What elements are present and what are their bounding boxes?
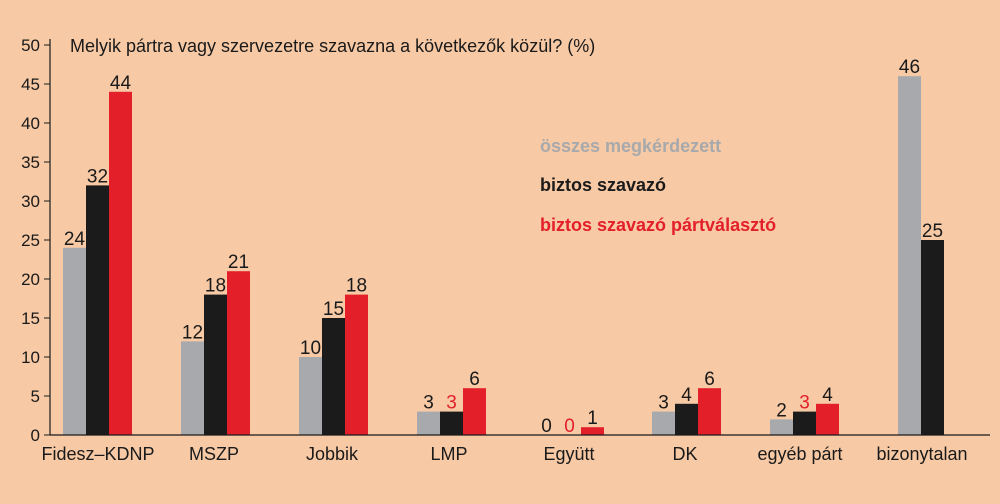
legend-entry: biztos szavazó (540, 175, 666, 195)
bar-LMP-biztos szavazó (440, 411, 463, 435)
y-tick-label: 45 (21, 75, 40, 94)
data-label: 6 (469, 369, 480, 390)
data-label: 2 (776, 400, 787, 421)
data-label: 1 (587, 408, 598, 429)
x-tick-label: LMP (430, 444, 467, 464)
bar-egyéb párt-összes megkérdezett (770, 419, 793, 435)
bar-DK-összes megkérdezett (652, 411, 675, 435)
bar-LMP-biztos szavazó pártválasztó (463, 388, 486, 435)
bar-egyéb párt-biztos szavazó pártválasztó (816, 403, 839, 435)
x-tick-label: Fidesz–KDNP (41, 444, 154, 464)
legend: összes megkérdezett biztos szavazó biztos … (540, 136, 776, 235)
x-tick-label: egyéb párt (757, 444, 842, 464)
data-label: 32 (87, 166, 108, 187)
bar-Fidesz–KDNP-biztos szavazó pártválasztó (109, 91, 132, 436)
bar-Fidesz–KDNP-összes megkérdezett (63, 247, 86, 435)
data-label: 0 (564, 416, 575, 437)
data-label: 3 (658, 393, 669, 414)
bar-egyéb párt-biztos szavazó (793, 411, 816, 435)
x-tick-label: MSZP (189, 444, 239, 464)
bars (63, 76, 944, 436)
y-tick-label: 10 (21, 348, 40, 367)
data-label: 21 (228, 252, 249, 273)
bar-Együtt-biztos szavazó pártválasztó (581, 427, 604, 435)
data-label: 6 (704, 369, 715, 390)
data-label: 15 (323, 299, 344, 320)
data-label: 12 (182, 322, 203, 343)
y-axis: 0 5 10 15 20 25 30 35 40 45 50 (21, 36, 51, 445)
bar-MSZP-biztos szavazó (204, 294, 227, 435)
x-tick-label: Jobbik (306, 444, 359, 464)
data-label: 3 (423, 393, 434, 414)
y-tick-label: 50 (21, 36, 40, 55)
bar-LMP-összes megkérdezett (417, 411, 440, 435)
bar-Fidesz–KDNP-biztos szavazó (86, 185, 109, 435)
bar-MSZP-összes megkérdezett (181, 341, 204, 435)
bar-Jobbik-összes megkérdezett (299, 357, 322, 435)
data-label: 3 (446, 393, 457, 414)
bar-DK-biztos szavazó (675, 403, 698, 435)
data-label: 10 (300, 338, 321, 359)
bar-Jobbik-biztos szavazó pártválasztó (345, 294, 368, 435)
x-tick-label: DK (672, 444, 697, 464)
bar-DK-biztos szavazó pártválasztó (698, 388, 721, 435)
data-label: 25 (922, 221, 943, 242)
y-tick-label: 35 (21, 153, 40, 172)
data-label: 4 (822, 385, 833, 406)
x-tick-label: Együtt (543, 444, 594, 464)
y-tick-label: 40 (21, 114, 40, 133)
x-axis: Fidesz–KDNP MSZP Jobbik LMP Együtt DK egyéb pá… (41, 434, 990, 464)
data-label: 46 (899, 57, 920, 78)
data-label: 18 (346, 276, 367, 297)
data-label: 18 (205, 276, 226, 297)
bar-bizonytalan-biztos szavazó (921, 240, 944, 435)
bar-MSZP-biztos szavazó pártválasztó (227, 271, 250, 435)
y-tick-label: 5 (31, 387, 40, 406)
data-label: 0 (541, 416, 552, 437)
bar-bizonytalan-összes megkérdezett (898, 76, 921, 435)
data-label: 44 (110, 73, 132, 94)
y-tick-label: 20 (21, 270, 40, 289)
y-tick-label: 30 (21, 192, 40, 211)
y-tick-label: 0 (31, 426, 40, 445)
bar-Jobbik-biztos szavazó (322, 318, 345, 435)
y-tick-label: 15 (21, 309, 40, 328)
legend-entry: összes megkérdezett (540, 136, 721, 156)
legend-entry: biztos szavazó pártválasztó (540, 215, 776, 235)
data-label: 3 (799, 393, 810, 414)
data-label: 4 (681, 385, 692, 406)
data-label: 24 (64, 229, 86, 250)
chart-title: Melyik pártra vagy szervezetre szavazna … (70, 36, 595, 56)
x-tick-label: bizonytalan (876, 444, 967, 464)
y-tick-label: 25 (21, 231, 40, 250)
